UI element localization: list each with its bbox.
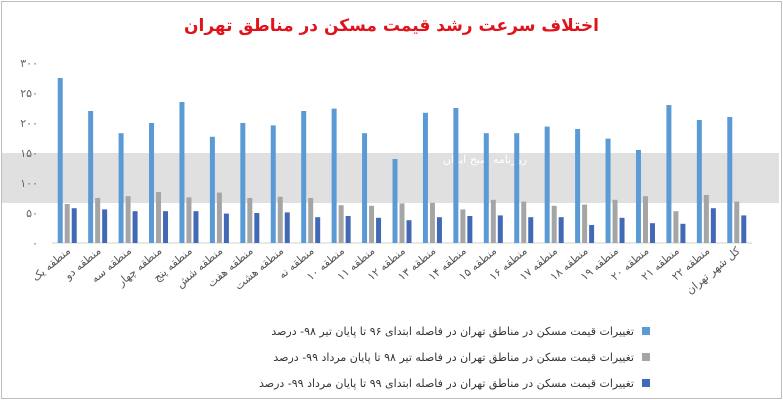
bar-series-1	[270, 125, 276, 243]
bar-series-2	[247, 198, 253, 243]
bar-series-2	[521, 201, 527, 243]
bar-series-2	[338, 205, 344, 243]
bar-series-3	[132, 211, 138, 243]
bar-series-3	[710, 208, 716, 243]
bar-series-3	[71, 208, 77, 243]
bar-series-2	[734, 201, 740, 243]
bar-series-3	[619, 217, 625, 243]
bar-series-3	[406, 220, 412, 243]
legend-label-1: تغییرات قیمت مسکن در مناطق تهران در فاصل…	[271, 324, 634, 338]
bar-series-1	[575, 129, 581, 243]
bar-series-1	[331, 108, 337, 243]
bar-series-3	[315, 217, 321, 243]
bar-series-3	[102, 209, 108, 243]
bar-series-3	[558, 217, 564, 243]
bar-series-2	[125, 196, 131, 243]
bar-series-3	[680, 223, 686, 243]
bar-series-3	[223, 213, 229, 243]
bar-series-3	[589, 225, 595, 243]
chart-title: اختلاف سرعت رشد قیمت مسکن در مناطق تهران	[183, 16, 599, 36]
bar-series-1	[422, 112, 428, 243]
bar-series-3	[376, 217, 382, 243]
bar-series-2	[95, 198, 101, 243]
bar-series-3	[163, 211, 169, 243]
bar-series-3	[345, 216, 351, 243]
bar-series-2	[582, 204, 588, 243]
bar-series-2	[369, 205, 375, 243]
bar-series-3	[254, 213, 260, 243]
legend-swatch-2	[642, 353, 650, 361]
bar-series-1	[453, 108, 459, 243]
legend-label-3: تغییرات قیمت مسکن در مناطق تهران در فاصل…	[258, 376, 634, 390]
bar-series-1	[544, 126, 550, 243]
y-tick-label: ۳۰۰	[20, 57, 38, 70]
y-tick-label: ۲۵۰	[20, 87, 38, 100]
legend-item-1: تغییرات قیمت مسکن در مناطق تهران در فاصل…	[150, 318, 650, 344]
bar-series-1	[666, 105, 672, 243]
bar-series-3	[741, 215, 747, 243]
y-tick-label: ۲۰۰	[20, 117, 38, 130]
bar-series-1	[301, 111, 307, 243]
bar-series-3	[649, 223, 655, 243]
bar-series-1	[240, 123, 246, 243]
legend-item-3: تغییرات قیمت مسکن در مناطق تهران در فاصل…	[150, 370, 650, 396]
bar-series-2	[216, 192, 222, 243]
bar-series-1	[392, 159, 398, 243]
bar-series-1	[483, 133, 489, 243]
bar-series-1	[118, 133, 124, 243]
bar-series-3	[528, 217, 534, 243]
bar-series-3	[436, 217, 442, 243]
bar-series-2	[64, 204, 70, 243]
bar-series-2	[156, 192, 162, 243]
legend-label-2: تغییرات قیمت مسکن در مناطق تهران در فاصل…	[273, 350, 634, 364]
bar-series-2	[460, 209, 466, 243]
bar-series-2	[308, 198, 314, 243]
y-tick-label: ۰	[32, 237, 38, 250]
bar-series-1	[514, 133, 520, 243]
bar-series-3	[497, 215, 503, 243]
bar-series-1	[635, 150, 641, 243]
bar-series-2	[186, 197, 192, 243]
bar-series-2	[399, 203, 405, 243]
bar-series-1	[727, 117, 733, 243]
y-tick-label: ۵۰	[26, 207, 38, 220]
y-tick-label: ۱۵۰	[20, 147, 38, 160]
y-tick-label: ۱۰۰	[20, 177, 38, 190]
legend-item-2: تغییرات قیمت مسکن در مناطق تهران در فاصل…	[150, 344, 650, 370]
bar-series-1	[88, 111, 94, 243]
bar-series-2	[703, 195, 709, 243]
legend-swatch-1	[642, 327, 650, 335]
bar-series-2	[490, 199, 496, 243]
bar-series-3	[467, 216, 473, 243]
bar-series-2	[642, 196, 648, 243]
bar-series-2	[551, 205, 557, 243]
bar-series-1	[179, 102, 185, 243]
bar-series-1	[149, 123, 155, 243]
bar-series-1	[209, 136, 215, 243]
bar-series-3	[284, 212, 290, 243]
bar-series-2	[612, 199, 618, 243]
legend: تغییرات قیمت مسکن در مناطق تهران در فاصل…	[150, 318, 650, 396]
bar-series-2	[673, 211, 679, 243]
bar-series-1	[605, 138, 611, 243]
bar-series-1	[362, 133, 368, 243]
bar-series-1	[696, 120, 702, 243]
bar-series-1	[57, 78, 63, 243]
watermark-band	[2, 153, 779, 203]
bar-series-3	[193, 211, 199, 243]
legend-swatch-3	[642, 379, 650, 387]
bar-series-2	[277, 196, 283, 243]
bar-series-2	[429, 202, 435, 243]
